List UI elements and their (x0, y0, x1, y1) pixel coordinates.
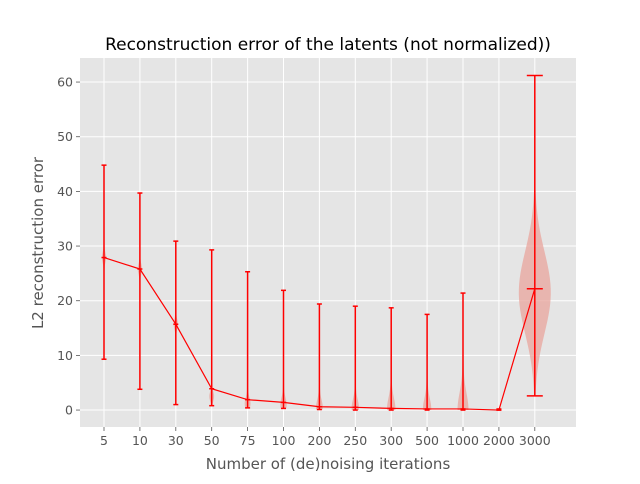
x-tick-label: 1000 (447, 433, 479, 448)
x-tick-label: 2000 (483, 433, 515, 448)
mean-line-layer (103, 256, 536, 411)
x-tick-label: 10 (132, 433, 148, 448)
x-tick-label: 300 (379, 433, 403, 448)
x-axis-label: Number of (de)noising iterations (206, 455, 451, 473)
x-tick-label: 3000 (519, 433, 551, 448)
x-tick-label: 100 (272, 433, 296, 448)
x-tick-label: 250 (343, 433, 367, 448)
axis-layer: 0 10 20 30 40 50 60 5 10 30 50 75 100 200 250 300 500 100… (57, 75, 551, 448)
x-tick-label: 30 (168, 433, 184, 448)
y-tick-label: 50 (57, 129, 73, 144)
plot-area (80, 58, 576, 427)
x-tick-label: 200 (307, 433, 331, 448)
y-tick-label: 60 (57, 75, 73, 90)
y-tick-label: 0 (65, 403, 73, 418)
y-axis-label: L2 reconstruction error (29, 156, 47, 329)
y-tick-label: 30 (57, 239, 73, 254)
x-tick-label: 5 (100, 433, 108, 448)
x-tick-label: 500 (415, 433, 439, 448)
chart-title: Reconstruction error of the latents (not… (105, 35, 551, 55)
y-tick-label: 20 (57, 293, 73, 308)
mean-line (103, 256, 536, 411)
whisker-layer (101, 74, 543, 411)
x-tick-label: 50 (204, 433, 220, 448)
y-tick-label: 40 (57, 184, 73, 199)
x-tick-label: 75 (240, 433, 256, 448)
y-tick-label: 10 (57, 348, 73, 363)
